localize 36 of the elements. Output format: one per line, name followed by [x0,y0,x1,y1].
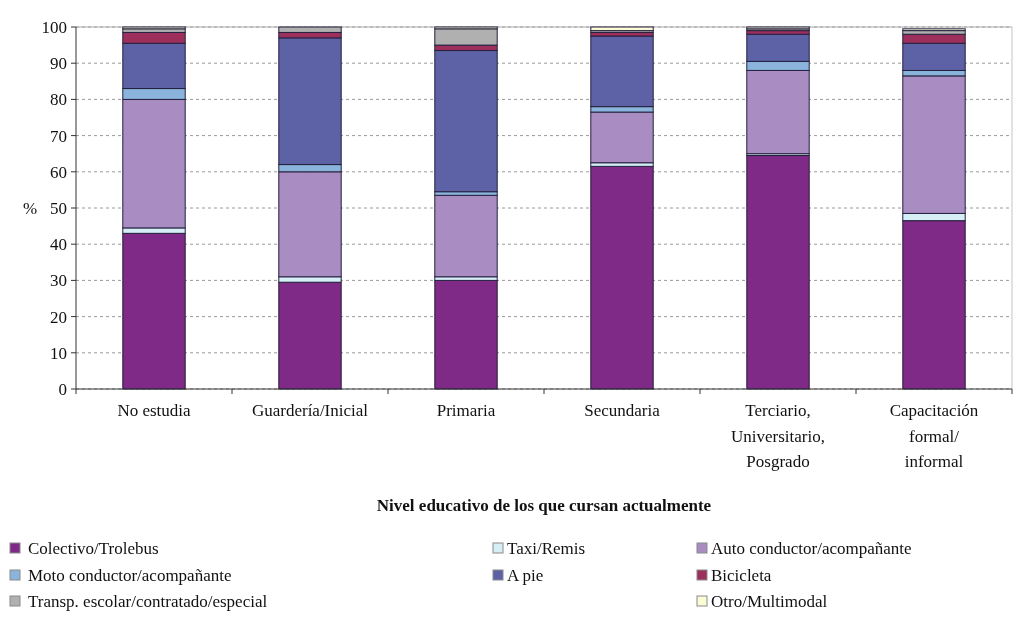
y-tick-label: 40 [50,235,67,255]
legend-label: Otro/Multimodal [711,592,828,611]
bar [590,165,654,390]
y-tick-label: 50 [50,198,67,218]
bar [122,232,186,390]
legend-label: Colectivo/Trolebus [28,539,159,558]
x-tick-label: Capacitación formal/ informal [889,401,979,471]
y-axis-title: % [22,198,38,218]
y-tick-label: 100 [41,17,67,37]
x-tick-label: No estudia [117,401,192,420]
y-tick-label: 60 [50,162,67,182]
bar [746,155,810,390]
y-tick-label: 70 [50,126,67,146]
x-tick-label: Primaria [436,401,496,420]
y-tick-label: 30 [50,271,67,291]
legend-label: Bicicleta [711,566,772,585]
y-tick-label: 20 [50,307,67,327]
y-tick-label: 0 [58,379,67,399]
bar [434,194,498,278]
x-tick-label: Terciario, Universitario, Posgrado [731,401,825,471]
y-tick-label: 80 [50,90,67,110]
legend-label: Auto conductor/acompañante [711,539,912,558]
bar [434,279,498,390]
x-tick-label: Secundaria [584,401,661,420]
legend-label: Transp. escolar/contratado/especial [28,592,268,611]
legend-label: Taxi/Remis [507,539,586,558]
legend-label: Moto conductor/acompañante [28,566,232,585]
bar [590,26,654,32]
x-tick-label: Guardería/Inicial [251,401,369,420]
bar [278,281,342,390]
y-tick-label: 90 [50,54,67,74]
bar [590,111,654,164]
legend-label: A pie [507,566,544,585]
x-axis-title: Nivel educativo de los que cursan actualmente [376,496,712,515]
bar [434,50,498,193]
y-tick-label: 10 [50,343,67,363]
